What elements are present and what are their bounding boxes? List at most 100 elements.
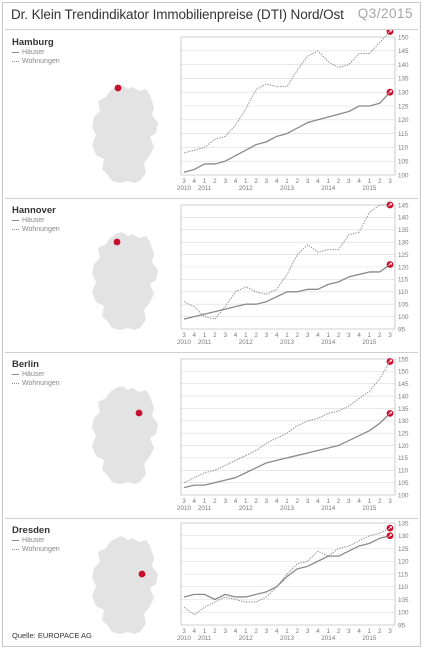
y-tick-label: 150 [398, 34, 409, 41]
end-marker-icon [386, 261, 394, 268]
legend-houses: Häuser [12, 217, 45, 224]
x-tick-label: 4 [316, 498, 320, 505]
legend-houses: Häuser [12, 371, 45, 378]
y-tick-label: 145 [398, 381, 409, 388]
x-tick-label: 3 [347, 628, 351, 635]
end-marker-icon [386, 201, 394, 209]
x-tick-label: 4 [193, 332, 197, 339]
legend-apartments: Wohnungen [12, 58, 60, 65]
source-note: Quelle: EUROPACE AG [12, 631, 92, 640]
x-year-label: 2013 [280, 339, 295, 346]
x-tick-label: 3 [182, 178, 186, 185]
y-tick-label: 110 [398, 584, 409, 591]
x-tick-label: 1 [203, 178, 207, 185]
x-tick-label: 4 [357, 628, 361, 635]
x-tick-label: 3 [388, 628, 392, 635]
x-tick-label: 4 [275, 178, 279, 185]
panel-divider [5, 198, 418, 199]
x-tick-label: 3 [306, 628, 310, 635]
end-marker-icon [386, 410, 394, 417]
x-year-label: 2012 [239, 339, 254, 346]
x-tick-label: 2 [213, 628, 217, 635]
y-tick-label: 115 [398, 455, 409, 462]
legend-swatch [12, 61, 19, 62]
x-tick-label: 3 [347, 178, 351, 185]
y-tick-label: 120 [398, 264, 409, 271]
location-pin-icon [135, 409, 143, 417]
y-tick-label: 115 [398, 571, 409, 578]
x-tick-label: 4 [357, 332, 361, 339]
end-marker-icon [386, 88, 394, 96]
x-year-label: 2011 [198, 505, 212, 512]
legend-houses: Häuser [12, 49, 45, 56]
x-tick-label: 1 [244, 498, 248, 505]
x-year-label: 2010 [177, 185, 192, 192]
x-year-label: 2012 [239, 635, 254, 642]
legend-swatch [12, 52, 19, 53]
x-tick-label: 1 [203, 498, 207, 505]
series-line-houses [183, 263, 391, 320]
x-tick-label: 3 [223, 332, 227, 339]
x-year-label: 2014 [321, 185, 336, 192]
x-tick-label: 3 [388, 332, 392, 339]
y-tick-label: 110 [398, 289, 409, 296]
end-marker-icon [386, 30, 394, 35]
x-year-label: 2012 [239, 505, 254, 512]
x-tick-label: 4 [316, 332, 320, 339]
x-tick-label: 1 [203, 332, 207, 339]
y-tick-label: 130 [398, 418, 409, 425]
germany-shape [92, 386, 158, 484]
legend-swatch [12, 374, 19, 375]
location-pin-icon [138, 570, 146, 578]
legend-swatch [12, 540, 19, 541]
legend-label: Häuser [22, 49, 45, 56]
y-tick-label: 130 [398, 90, 409, 97]
y-tick-label: 120 [398, 559, 409, 566]
x-tick-label: 3 [265, 628, 269, 635]
x-tick-label: 3 [182, 498, 186, 505]
y-tick-label: 105 [398, 597, 409, 604]
x-tick-label: 4 [234, 628, 238, 635]
x-year-label: 2010 [177, 505, 192, 512]
x-tick-label: 1 [326, 178, 330, 185]
y-tick-label: 115 [398, 277, 409, 284]
x-tick-label: 2 [254, 498, 258, 505]
legend-swatch [12, 220, 19, 221]
x-tick-label: 4 [234, 498, 238, 505]
panel-title-dresden: Dresden [12, 525, 51, 536]
x-year-label: 2014 [321, 505, 336, 512]
germany-map [92, 536, 158, 634]
x-tick-label: 2 [337, 332, 341, 339]
y-tick-label: 100 [398, 314, 409, 321]
x-tick-label: 1 [368, 498, 372, 505]
location-pin-icon [114, 84, 122, 92]
x-tick-label: 3 [347, 498, 351, 505]
legend-label: Häuser [22, 537, 45, 544]
x-year-label: 2015 [362, 505, 377, 512]
x-year-label: 2013 [280, 185, 295, 192]
y-tick-label: 110 [398, 468, 409, 475]
y-tick-label: 105 [398, 302, 409, 309]
x-year-label: 2014 [321, 635, 336, 642]
x-tick-label: 3 [223, 178, 227, 185]
x-year-label: 2011 [198, 339, 212, 346]
x-tick-label: 3 [182, 628, 186, 635]
x-year-label: 2015 [362, 635, 377, 642]
y-tick-label: 125 [398, 252, 409, 259]
x-tick-label: 2 [296, 628, 300, 635]
y-tick-label: 145 [398, 48, 409, 55]
y-tick-label: 140 [398, 393, 409, 400]
x-tick-label: 1 [285, 178, 289, 185]
header-divider [5, 29, 418, 30]
series-line-apartments [183, 204, 390, 320]
x-tick-label: 4 [193, 178, 197, 185]
panel-title-hamburg: Hamburg [12, 37, 54, 48]
period-label: Q3/2015 [357, 6, 413, 21]
legend-apartments: Wohnungen [12, 226, 60, 233]
y-tick-label: 125 [398, 546, 409, 553]
x-tick-label: 1 [326, 498, 330, 505]
x-tick-label: 2 [213, 498, 217, 505]
x-tick-label: 4 [234, 178, 238, 185]
